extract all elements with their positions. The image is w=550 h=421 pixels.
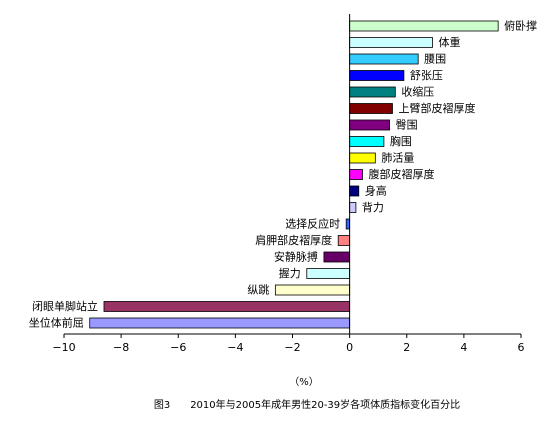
bar-14: [323, 251, 351, 263]
x-tick-label-0: −10: [52, 341, 75, 354]
bar-0: [349, 20, 499, 32]
category-label-0: 俯卧撑: [504, 19, 537, 33]
bar-group: [89, 20, 499, 329]
bar-12: [345, 218, 351, 230]
x-tick-label-8: 6: [518, 341, 525, 354]
category-label-16: 纵跳: [247, 283, 269, 297]
x-axis-label: （%）: [289, 376, 319, 388]
category-label-2: 腰围: [424, 53, 446, 66]
category-label-9: 腹部皮褶厚度: [368, 167, 434, 181]
x-tick-label-6: 2: [403, 341, 410, 354]
bar-5: [349, 103, 393, 114]
category-label-10: 身高: [365, 184, 387, 198]
bar-16: [274, 284, 351, 296]
category-label-1: 体重: [438, 35, 460, 49]
bar-18: [89, 317, 351, 329]
x-tick-label-3: −4: [227, 341, 243, 354]
bar-6: [349, 119, 391, 131]
category-label-18: 坐位体前屈: [29, 316, 84, 330]
bar-10: [349, 185, 360, 197]
x-tick-label-7: 4: [460, 341, 467, 354]
category-label-8: 肺活量: [381, 152, 414, 165]
bar-8: [349, 152, 376, 164]
x-tick-label-5: 0: [346, 341, 353, 354]
category-label-6: 臀围: [396, 119, 418, 132]
bar-2: [349, 53, 419, 65]
category-label-13: 肩胛部皮褶厚度: [255, 233, 332, 247]
figure-caption: 图3 2010年与2005年成年男性20-39岁各项体质指标变化百分比: [154, 398, 460, 411]
x-tick-group: −10 −8 −6 −4 −2 0 2 4 6: [52, 334, 525, 354]
category-label-5: 上臂部皮褶厚度: [398, 101, 475, 115]
category-label-4: 收缩压: [401, 85, 434, 99]
bar-13: [337, 235, 351, 246]
category-label-7: 胸围: [390, 134, 412, 148]
category-label-group: 俯卧撑体重腰围舒张压收缩压上臂部皮褶厚度臀围胸围肺活量腹部皮褶厚度身高背力选择反…: [29, 19, 537, 330]
bar-4: [349, 86, 396, 98]
category-label-11: 背力: [362, 200, 384, 214]
category-label-17: 闭眼单脚站立: [32, 299, 98, 313]
bar-7: [349, 136, 385, 147]
category-label-3: 舒张压: [410, 68, 443, 82]
category-label-12: 选择反应时: [285, 217, 340, 231]
category-label-14: 安静脉搏: [274, 250, 318, 264]
bar-9: [349, 169, 363, 180]
bar-3: [349, 70, 405, 81]
x-tick-label-1: −8: [113, 341, 129, 354]
bar-11: [349, 202, 357, 213]
x-tick-label-2: −6: [170, 341, 186, 354]
x-tick-label-4: −2: [284, 341, 300, 354]
category-label-15: 握力: [279, 266, 301, 280]
bar-15: [306, 268, 351, 279]
bar-1: [349, 37, 433, 48]
bar-17: [103, 301, 351, 312]
